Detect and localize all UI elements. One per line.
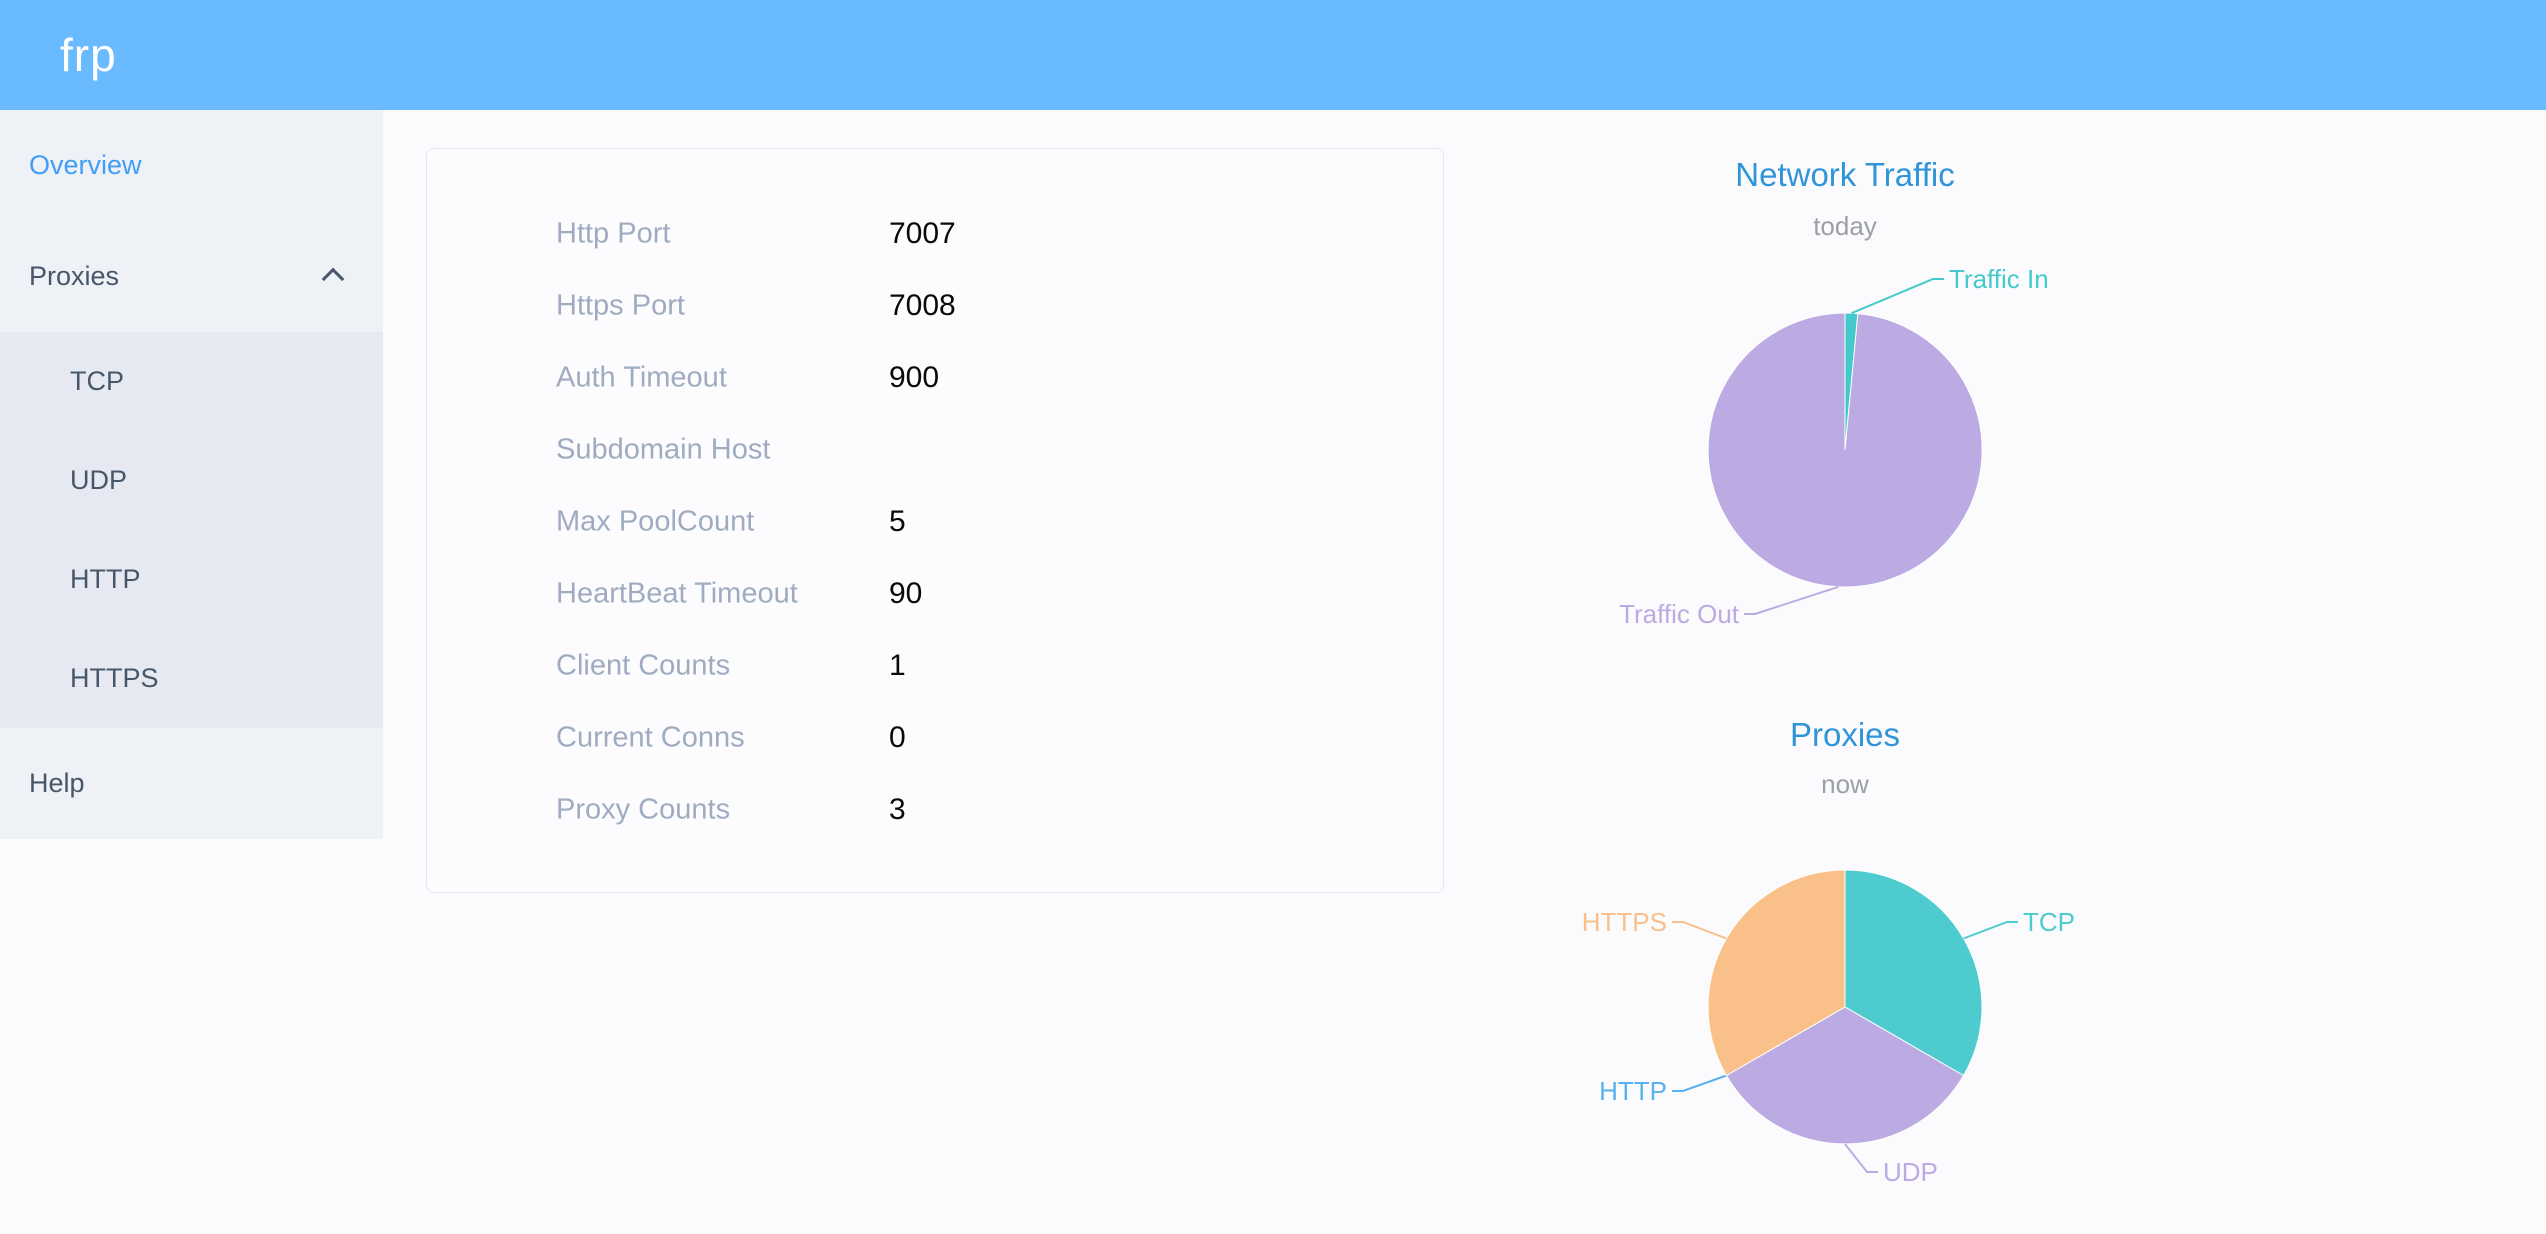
config-value: 0 <box>889 721 906 754</box>
pie-label-line-http <box>1672 1074 1727 1092</box>
config-label: Https Port <box>556 289 685 322</box>
proxies-submenu: TCP UDP HTTP HTTPS <box>0 332 383 728</box>
pie-label-udp: UDP <box>1883 1157 1938 1187</box>
network-traffic-title: Network Traffic <box>1735 156 1954 193</box>
server-config-card: Http Port 7007 Https Port 7008 Auth Time… <box>426 148 1444 893</box>
pie-label-line-https <box>1672 921 1727 940</box>
sidebar-item-proxies[interactable]: Proxies <box>0 221 383 332</box>
config-row-heartbeat-timeout: HeartBeat Timeout 90 <box>427 558 1443 630</box>
proxies-chart-title: Proxies <box>1790 716 1900 753</box>
config-label: Http Port <box>556 217 671 250</box>
config-row-max-poolcount: Max PoolCount 5 <box>427 486 1443 558</box>
config-value: 90 <box>889 577 923 610</box>
sidebar-item-overview[interactable]: Overview <box>0 110 383 221</box>
sidebar-item-help[interactable]: Help <box>0 728 383 839</box>
config-value: 1 <box>889 649 906 682</box>
pie-slice-udp[interactable] <box>1725 1006 1965 1145</box>
config-row-proxy-counts: Proxy Counts 3 <box>427 774 1443 846</box>
pie-label-line-udp <box>1844 1143 1878 1173</box>
pie-label-line-traffic-out <box>1744 585 1839 615</box>
config-label: Client Counts <box>556 649 731 682</box>
chevron-up-icon <box>321 267 345 291</box>
sidebar-item-proxies-label: Proxies <box>29 261 120 291</box>
config-label: Max PoolCount <box>556 505 755 538</box>
sidebar-item-overview-label: Overview <box>29 150 142 180</box>
config-value: 7007 <box>889 217 956 250</box>
pie-label-tcp: TCP <box>2023 907 2075 937</box>
pie-label-traffic-out: Traffic Out <box>1619 599 1740 629</box>
config-label: Current Conns <box>556 721 745 754</box>
config-row-https-port: Https Port 7008 <box>427 270 1443 342</box>
sidebar-item-https-label: HTTPS <box>70 663 159 693</box>
sidebar-item-https[interactable]: HTTPS <box>0 629 383 728</box>
pie-label-line-traffic-in <box>1851 278 1944 315</box>
sidebar-item-tcp-label: TCP <box>70 366 124 396</box>
config-value: 900 <box>889 361 940 394</box>
sidebar: Overview Proxies TCP UDP HTTP HTTPS Help <box>0 110 383 839</box>
proxies-chart-subtitle: now <box>1821 769 1869 799</box>
sidebar-item-http[interactable]: HTTP <box>0 530 383 629</box>
pie-slice-traffic-out[interactable] <box>1707 312 1983 588</box>
config-row-auth-timeout: Auth Timeout 900 <box>427 342 1443 414</box>
sidebar-item-http-label: HTTP <box>70 564 141 594</box>
config-value: 3 <box>889 793 906 826</box>
sidebar-item-udp-label: UDP <box>70 465 128 495</box>
config-row-client-counts: Client Counts 1 <box>427 630 1443 702</box>
network-traffic-pie: Traffic In Traffic Out <box>1619 264 2049 629</box>
proxies-pie: TCP UDP HTTP HTTPS <box>1582 869 2075 1187</box>
network-traffic-subtitle: today <box>1813 211 1877 241</box>
pie-label-https: HTTPS <box>1582 907 1667 937</box>
config-row-current-conns: Current Conns 0 <box>427 702 1443 774</box>
app-header: frp <box>0 0 2546 110</box>
sidebar-item-udp[interactable]: UDP <box>0 431 383 530</box>
config-label: Subdomain Host <box>556 433 771 466</box>
config-row-http-port: Http Port 7007 <box>427 198 1443 270</box>
config-row-subdomain-host: Subdomain Host <box>427 414 1443 486</box>
config-value: 7008 <box>889 289 956 322</box>
pie-label-traffic-in: Traffic In <box>1949 264 2049 294</box>
sidebar-item-help-label: Help <box>29 768 85 798</box>
config-label: Proxy Counts <box>556 793 731 826</box>
config-value: 5 <box>889 505 906 538</box>
config-label: Auth Timeout <box>556 361 727 394</box>
app-logo[interactable]: frp <box>60 29 117 81</box>
sidebar-item-tcp[interactable]: TCP <box>0 332 383 431</box>
pie-label-http: HTTP <box>1599 1076 1667 1106</box>
charts-panel: Network Traffic today Traffic InTraffic … <box>1582 156 2075 1187</box>
pie-label-line-tcp <box>1963 921 2018 940</box>
config-label: HeartBeat Timeout <box>556 577 798 610</box>
